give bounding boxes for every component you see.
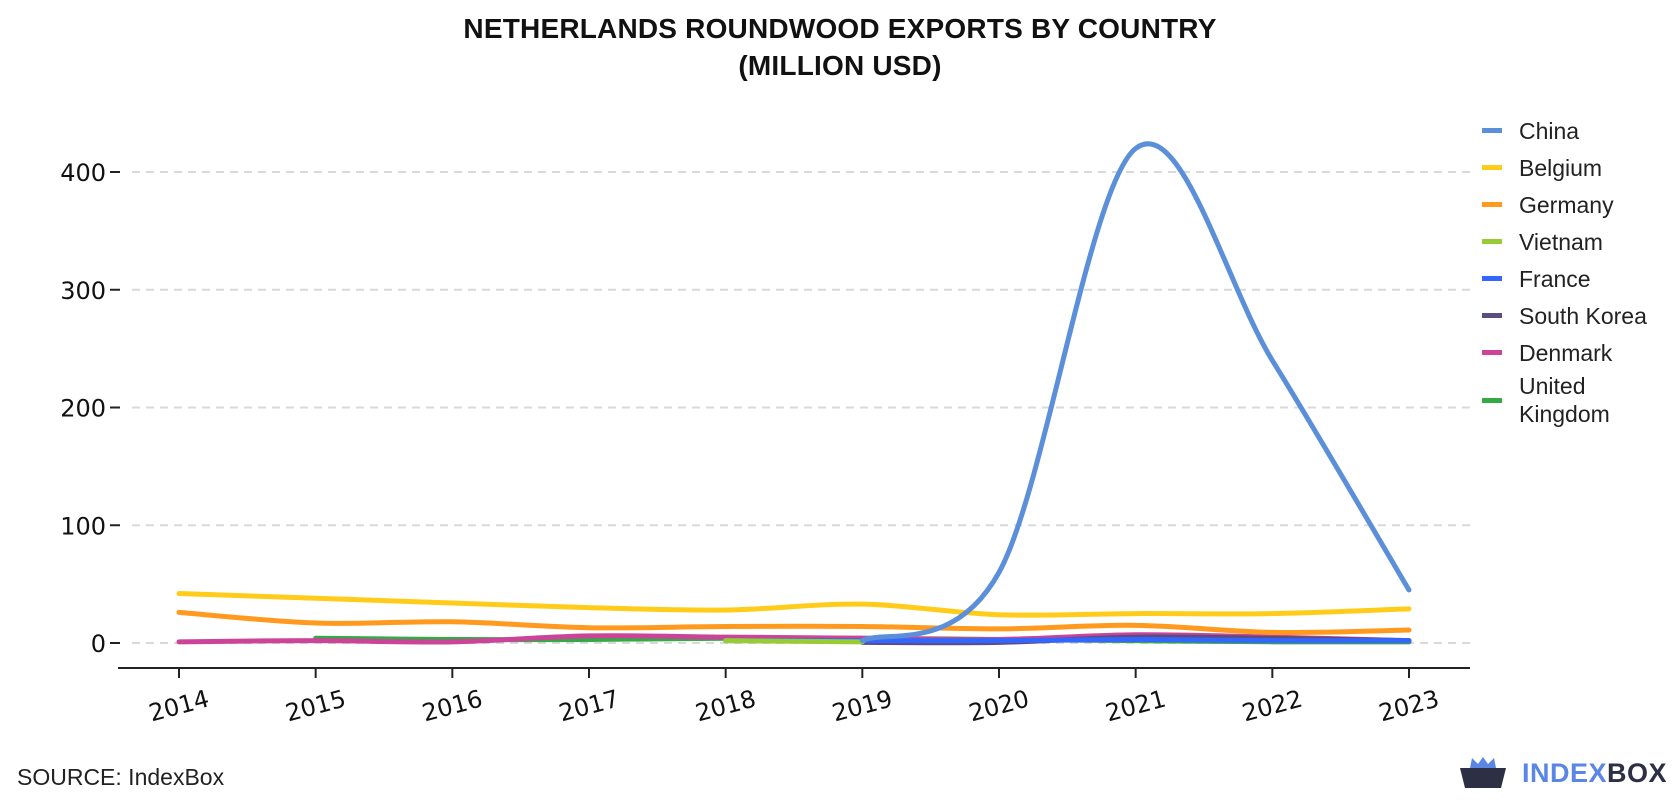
crown-box-icon <box>1460 757 1506 788</box>
legend-swatch-vietnam <box>1482 239 1502 244</box>
x-tick-label-2018: 2018 <box>693 685 759 728</box>
legend-label-denmark: Denmark <box>1519 339 1613 366</box>
grid-layer <box>132 171 1470 644</box>
legend-item-denmark: Denmark <box>1482 334 1680 371</box>
x-tick-label-2017: 2017 <box>556 685 622 728</box>
legend-swatch-china <box>1482 128 1502 133</box>
chart-title-line-2: (MILLION USD) <box>738 50 942 81</box>
y-tick-label-200: 200 <box>60 395 106 423</box>
legend-item-united-kingdom: United Kingdom <box>1482 371 1680 429</box>
series-line-belgium <box>176 591 1412 618</box>
x-tick-label-2022: 2022 <box>1239 685 1305 728</box>
legend-label-south-korea: South Korea <box>1519 302 1647 329</box>
x-tick-label-2021: 2021 <box>1103 685 1169 728</box>
legend: China Belgium Germany Vietnam France South Ko… <box>1482 112 1680 429</box>
legend-item-vietnam: Vietnam <box>1482 223 1680 260</box>
source-note: SOURCE: IndexBox <box>17 764 225 790</box>
legend-label-belgium: Belgium <box>1519 154 1603 181</box>
legend-swatch-france <box>1482 276 1502 281</box>
series-line-germany <box>176 609 1412 636</box>
x-tick-label-2019: 2019 <box>829 685 895 728</box>
x-tick-label-2014: 2014 <box>146 685 212 728</box>
y-tick-label-100: 100 <box>60 512 106 540</box>
legend-label-germany: Germany <box>1519 191 1614 218</box>
brand-wordmark: INDEXBOX <box>1522 758 1667 789</box>
indexbox-logo: INDEXBOX <box>1458 756 1667 790</box>
series-line-china <box>859 141 1412 644</box>
chart-title-line-1: NETHERLANDS ROUNDWOOD EXPORTS BY COUNTRY <box>463 13 1217 44</box>
x-tick-label-2016: 2016 <box>419 685 485 728</box>
brand-part-2: BOX <box>1607 757 1668 788</box>
legend-item-france: France <box>1482 260 1680 297</box>
legend-item-china: China <box>1482 112 1680 149</box>
legend-item-belgium: Belgium <box>1482 149 1680 186</box>
chart-title: NETHERLANDS ROUNDWOOD EXPORTS BY COUNTRY… <box>0 10 1680 84</box>
legend-swatch-denmark <box>1482 350 1502 355</box>
legend-item-south-korea: South Korea <box>1482 297 1680 334</box>
legend-label-vietnam: Vietnam <box>1519 228 1603 255</box>
legend-swatch-south-korea <box>1482 313 1502 318</box>
brand-part-1: INDEX <box>1522 757 1608 788</box>
series-line-vietnam <box>723 638 865 645</box>
legend-label-france: France <box>1519 265 1591 292</box>
y-tick-label-400: 400 <box>60 159 106 187</box>
x-axis: 2014 2015 2016 2017 2018 2019 2020 2021 2022 2023 <box>118 667 1470 728</box>
series-layer <box>176 141 1412 646</box>
legend-swatch-germany <box>1482 202 1502 207</box>
x-tick-label-2023: 2023 <box>1376 685 1442 728</box>
legend-swatch-belgium <box>1482 165 1502 170</box>
legend-label-china: China <box>1519 117 1580 144</box>
y-axis: 0 100 200 300 400 <box>60 159 120 658</box>
y-tick-label-300: 300 <box>60 277 106 305</box>
x-tick-label-2015: 2015 <box>283 685 349 728</box>
y-tick-label-0: 0 <box>91 630 106 658</box>
legend-swatch-united-kingdom <box>1482 397 1502 403</box>
x-tick-label-2020: 2020 <box>966 685 1032 728</box>
legend-item-germany: Germany <box>1482 186 1680 223</box>
legend-label-united-kingdom: United Kingdom <box>1519 373 1610 427</box>
